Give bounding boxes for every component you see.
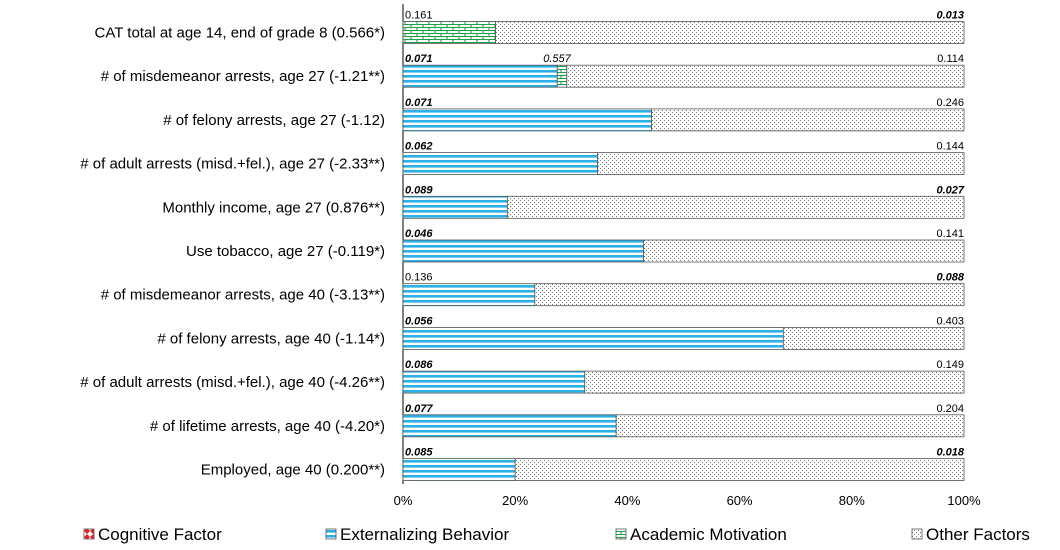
data-label: 0.086 xyxy=(405,359,433,371)
data-label: 0.557 xyxy=(543,53,571,65)
data-label: 0.144 xyxy=(936,141,964,153)
data-label: 0.013 xyxy=(936,10,964,22)
data-label: 0.018 xyxy=(936,447,964,459)
x-tick-label: 40% xyxy=(614,493,640,508)
bar-segment-other-factors xyxy=(566,64,965,88)
data-label: 0.046 xyxy=(405,228,433,240)
data-label: 0.149 xyxy=(936,359,964,371)
bar-segment-externalizing-behavior xyxy=(402,152,599,176)
category-label: Use tobacco, age 27 (-0.119*) xyxy=(186,243,385,260)
bar-segment-externalizing-behavior xyxy=(402,64,558,88)
bar-segment-other-factors xyxy=(506,195,965,219)
bar-segment-externalizing-behavior xyxy=(402,283,536,307)
legend-label: Academic Motivation xyxy=(630,525,787,544)
category-label: # of misdemeanor arrests, age 27 (-1.21*… xyxy=(101,68,385,85)
data-label: 0.056 xyxy=(405,315,433,327)
data-label: 0.161 xyxy=(405,10,433,22)
bar-segment-other-factors xyxy=(615,414,965,438)
category-label: Employed, age 40 (0.200**) xyxy=(201,462,385,479)
bar-segment-externalizing-behavior xyxy=(402,239,645,263)
x-tick-label: 60% xyxy=(727,493,753,508)
data-label: 0.114 xyxy=(937,53,964,65)
bar-segment-externalizing-behavior xyxy=(402,195,508,219)
data-label: 0.062 xyxy=(405,141,433,153)
category-label: CAT total at age 14, end of grade 8 (0.5… xyxy=(95,25,385,42)
data-label: 0.246 xyxy=(936,97,964,109)
data-label: 0.085 xyxy=(405,447,433,459)
category-label: # of felony arrests, age 27 (-1.12) xyxy=(163,112,385,129)
bar-segment-other-factors xyxy=(782,326,965,350)
x-tick-label: 80% xyxy=(839,493,865,508)
bar-segment-externalizing-behavior xyxy=(402,414,617,438)
bar-segment-externalizing-behavior xyxy=(402,326,784,350)
category-label: # of felony arrests, age 40 (-1.14*) xyxy=(157,330,385,347)
bar-segment-academic-motivation xyxy=(556,64,568,88)
legend-label: Other Factors xyxy=(926,525,1030,544)
category-label: # of adult arrests (misd.+fel.), age 40 … xyxy=(80,374,385,391)
bar-segment-other-factors xyxy=(597,152,965,176)
bar-segment-other-factors xyxy=(534,283,965,307)
category-label: Monthly income, age 27 (0.876**) xyxy=(162,199,385,216)
legend-label: Cognitive Factor xyxy=(98,525,222,544)
data-label: 0.136 xyxy=(405,272,433,284)
data-label: 0.403 xyxy=(936,315,964,327)
data-label: 0.027 xyxy=(936,184,964,196)
x-tick-label: 20% xyxy=(502,493,528,508)
bar-segment-other-factors xyxy=(514,458,965,481)
legend-swatch-externalizing-behavior xyxy=(325,528,337,540)
legend-swatch-cognitive-factor xyxy=(83,528,95,540)
data-label: 0.088 xyxy=(936,272,964,284)
data-label: 0.077 xyxy=(405,403,433,415)
bar-segment-other-factors xyxy=(643,239,965,263)
data-label: 0.089 xyxy=(405,184,433,196)
bar-segment-externalizing-behavior xyxy=(402,458,516,481)
legend-label: Externalizing Behavior xyxy=(340,525,509,544)
category-label: # of adult arrests (misd.+fel.), age 27 … xyxy=(80,156,385,173)
legend-swatch-other-factors xyxy=(911,528,923,540)
x-tick-label: 100% xyxy=(947,493,981,508)
x-tick-label: 0% xyxy=(394,493,413,508)
bar-segment-externalizing-behavior xyxy=(402,108,652,132)
bar-segment-externalizing-behavior xyxy=(402,370,586,394)
data-label: 0.071 xyxy=(405,53,433,65)
data-label: 0.141 xyxy=(936,228,964,240)
category-label: # of lifetime arrests, age 40 (-4.20*) xyxy=(150,418,385,435)
bar-segment-other-factors xyxy=(651,108,965,132)
bar-segment-other-factors xyxy=(495,21,965,44)
data-label: 0.071 xyxy=(405,97,433,109)
legend-swatch-academic-motivation xyxy=(615,528,627,540)
bar-segment-academic-motivation xyxy=(402,21,496,44)
data-label: 0.204 xyxy=(936,403,964,415)
category-label: # of misdemeanor arrests, age 40 (-3.13*… xyxy=(101,287,385,304)
bar-segment-other-factors xyxy=(584,370,965,394)
